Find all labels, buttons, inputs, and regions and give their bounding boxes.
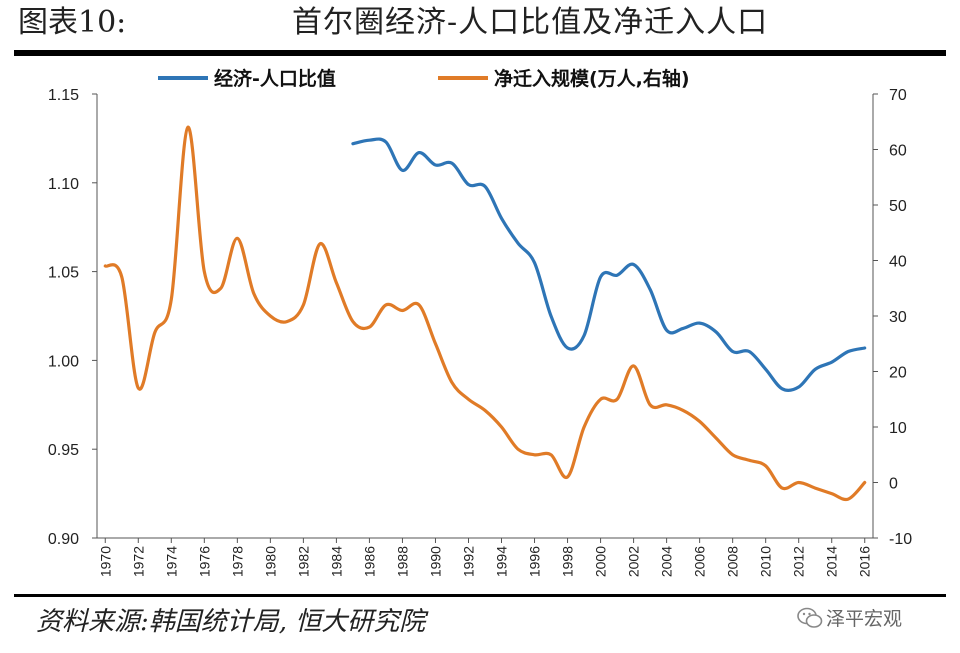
right-tick-label: 30 xyxy=(889,309,907,326)
right-tick-label: -10 xyxy=(889,531,912,548)
x-tick-label: 2004 xyxy=(659,546,675,577)
left-tick-label: 1.15 xyxy=(48,87,79,104)
chart: 经济-人口比值 净迁入规模(万人,右轴) 0.90 0.95 1.00 1.05 1.1… xyxy=(48,67,912,577)
left-tick-label: 1.10 xyxy=(48,176,79,193)
x-tick-label: 1978 xyxy=(229,546,245,577)
x-tick-label: 1986 xyxy=(361,546,377,577)
legend-label-net-migration: 净迁入规模(万人,右轴) xyxy=(494,67,690,90)
series-line-economy-ratio xyxy=(351,137,867,393)
source-note: 资料来源:韩国统计局, 恒大研究院 xyxy=(36,607,426,637)
right-tick-label: 60 xyxy=(889,143,907,160)
watermark-text: 泽平宏观 xyxy=(826,608,903,630)
left-tick-label: 0.95 xyxy=(48,442,79,459)
x-tick-label: 1980 xyxy=(262,546,278,577)
x-tick-label: 2014 xyxy=(824,546,840,577)
left-axis-ticks: 0.90 0.95 1.00 1.05 1.10 1.15 xyxy=(48,87,97,548)
x-tick-label: 1994 xyxy=(494,546,510,577)
x-tick-label: 2008 xyxy=(725,546,741,577)
right-tick-label: 10 xyxy=(889,420,907,437)
legend-label-economy-ratio: 经济-人口比值 xyxy=(214,67,336,90)
x-tick-label: 1974 xyxy=(163,546,179,577)
x-tick-label: 1972 xyxy=(130,546,146,577)
x-tick-label: 2012 xyxy=(791,546,807,577)
x-tick-label: 2002 xyxy=(626,546,642,577)
x-tick-label: 1970 xyxy=(97,546,113,577)
right-tick-label: 40 xyxy=(889,254,907,271)
left-tick-label: 1.00 xyxy=(48,353,79,370)
plot-area: 0.90 0.95 1.00 1.05 1.10 1.15 -10 0 10 20 30 40 50 6… xyxy=(48,87,912,577)
x-tick-label: 2016 xyxy=(857,546,873,577)
x-tick-label: 2000 xyxy=(593,546,609,577)
x-axis-ticks: 1970 1972 1974 1976 1978 1980 1982 1984 1986 1988… xyxy=(97,538,873,577)
series-line-net-migration xyxy=(103,125,867,502)
x-tick-label: 1976 xyxy=(196,546,212,577)
right-tick-label: 50 xyxy=(889,198,907,215)
x-tick-label: 1990 xyxy=(427,546,443,577)
right-tick-label: 20 xyxy=(889,365,907,382)
top-rule xyxy=(14,50,946,56)
x-tick-label: 2006 xyxy=(692,546,708,577)
right-tick-label: 70 xyxy=(889,87,907,104)
left-tick-label: 0.90 xyxy=(48,531,79,548)
x-tick-label: 2010 xyxy=(758,546,774,577)
chart-title-bar: 图表10: 首尔圈经济-人口比值及净迁入人口 xyxy=(0,0,960,46)
right-axis-ticks: -10 0 10 20 30 40 50 60 70 xyxy=(873,87,912,548)
x-tick-label: 1998 xyxy=(560,546,576,577)
right-tick-label: 0 xyxy=(889,476,898,493)
left-tick-label: 1.05 xyxy=(48,265,79,282)
x-tick-label: 1984 xyxy=(328,546,344,577)
x-tick-label: 1982 xyxy=(295,546,311,577)
figure-number: 图表10: xyxy=(18,5,127,40)
wechat-icon xyxy=(797,607,823,628)
x-tick-label: 1992 xyxy=(460,546,476,577)
x-tick-label: 1988 xyxy=(394,546,410,577)
chart-title: 首尔圈经济-人口比值及净迁入人口 xyxy=(292,5,769,40)
x-tick-label: 1996 xyxy=(527,546,543,577)
legend: 经济-人口比值 净迁入规模(万人,右轴) xyxy=(158,67,690,90)
bottom-rule xyxy=(14,594,946,597)
